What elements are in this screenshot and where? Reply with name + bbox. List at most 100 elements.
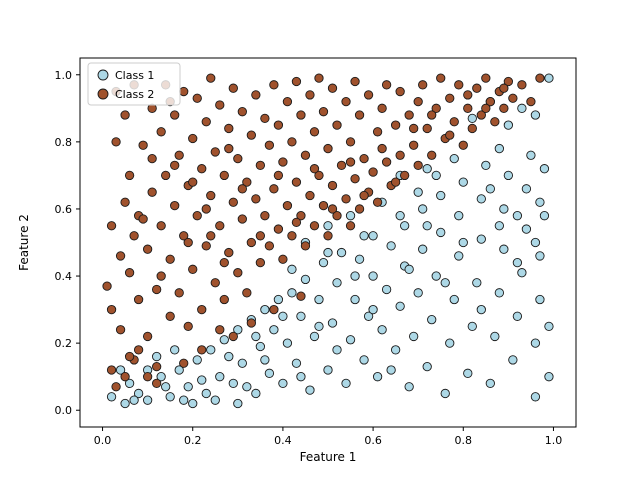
data-point — [318, 257, 329, 268]
data-point — [436, 190, 446, 201]
data-point — [124, 378, 135, 389]
data-point — [215, 325, 225, 335]
data-point — [260, 113, 270, 124]
data-point — [133, 345, 144, 355]
x-tick-label: 0.2 — [184, 434, 202, 447]
y-tick-label: 0.0 — [55, 404, 73, 417]
data-point — [318, 107, 329, 117]
data-point — [115, 365, 126, 375]
data-point — [224, 123, 234, 134]
data-point — [481, 160, 491, 170]
data-point — [278, 254, 288, 264]
data-point — [278, 311, 288, 321]
data-point — [413, 160, 423, 170]
data-point — [282, 200, 293, 211]
data-point — [476, 304, 486, 315]
data-point — [251, 194, 261, 204]
data-point — [327, 83, 338, 93]
data-point — [350, 76, 360, 87]
data-point — [170, 200, 180, 211]
data-point — [377, 103, 387, 113]
data-point — [512, 211, 523, 221]
data-point — [287, 137, 297, 147]
data-point — [472, 83, 482, 93]
data-point — [120, 398, 130, 409]
data-point — [314, 294, 324, 305]
data-point — [494, 221, 504, 231]
data-point — [156, 221, 166, 231]
data-point — [152, 378, 162, 389]
data-point — [544, 321, 554, 332]
legend-box — [87, 62, 181, 106]
data-point — [530, 110, 541, 120]
data-point — [224, 143, 234, 154]
data-point — [206, 231, 216, 241]
data-point — [291, 76, 302, 87]
data-point — [413, 96, 423, 107]
data-point — [255, 257, 266, 268]
data-point — [156, 372, 166, 382]
data-point — [463, 103, 473, 113]
data-point — [251, 331, 261, 342]
data-point — [287, 264, 297, 274]
data-point — [206, 190, 216, 201]
data-point — [269, 325, 279, 335]
data-point — [228, 331, 238, 342]
data-point — [215, 221, 225, 231]
data-point — [539, 211, 550, 221]
legend-label: Class 1 — [115, 69, 154, 82]
data-point — [363, 90, 374, 100]
data-point — [454, 251, 464, 261]
data-point — [368, 304, 378, 315]
data-point — [246, 318, 256, 328]
data-point — [210, 147, 220, 157]
data-point — [418, 204, 428, 214]
data-point — [544, 372, 554, 382]
data-point — [422, 123, 432, 134]
data-point — [106, 392, 117, 402]
data-point — [282, 338, 293, 348]
data-point — [323, 231, 333, 241]
data-point — [197, 345, 207, 355]
y-tick-label: 0.2 — [55, 337, 73, 350]
data-point — [490, 331, 500, 342]
data-point — [395, 86, 405, 97]
data-point — [219, 170, 229, 181]
data-point — [530, 237, 541, 248]
data-point — [499, 103, 509, 113]
data-point — [377, 325, 387, 335]
data-point — [535, 251, 545, 261]
data-point — [467, 123, 477, 134]
data-point — [133, 388, 144, 399]
data-point — [102, 281, 112, 291]
x-tick-label: 0.6 — [364, 434, 382, 447]
data-point — [345, 157, 356, 167]
data-point — [350, 174, 360, 184]
data-point — [409, 140, 419, 150]
data-point — [390, 177, 401, 187]
data-point — [436, 73, 446, 83]
y-axis-ticks: 0.0 0.2 0.4 0.6 0.8 1.0 — [55, 69, 80, 417]
data-point — [503, 120, 514, 130]
data-point — [300, 150, 311, 160]
data-point — [255, 341, 266, 352]
data-point — [161, 382, 171, 392]
data-point — [300, 274, 311, 285]
x-tick-label: 0.4 — [274, 434, 292, 447]
data-point — [201, 241, 211, 251]
data-point — [111, 382, 121, 392]
data-point — [206, 73, 216, 83]
data-point — [427, 110, 437, 120]
data-point — [381, 157, 392, 167]
data-point — [440, 388, 450, 399]
data-point — [124, 351, 135, 362]
data-point — [147, 187, 157, 197]
data-point — [278, 157, 288, 167]
data-point — [354, 110, 365, 120]
data-point — [242, 382, 252, 392]
data-point — [183, 321, 193, 332]
data-point — [499, 244, 509, 254]
data-point — [264, 140, 275, 150]
data-point — [427, 150, 437, 160]
data-point — [422, 164, 432, 174]
